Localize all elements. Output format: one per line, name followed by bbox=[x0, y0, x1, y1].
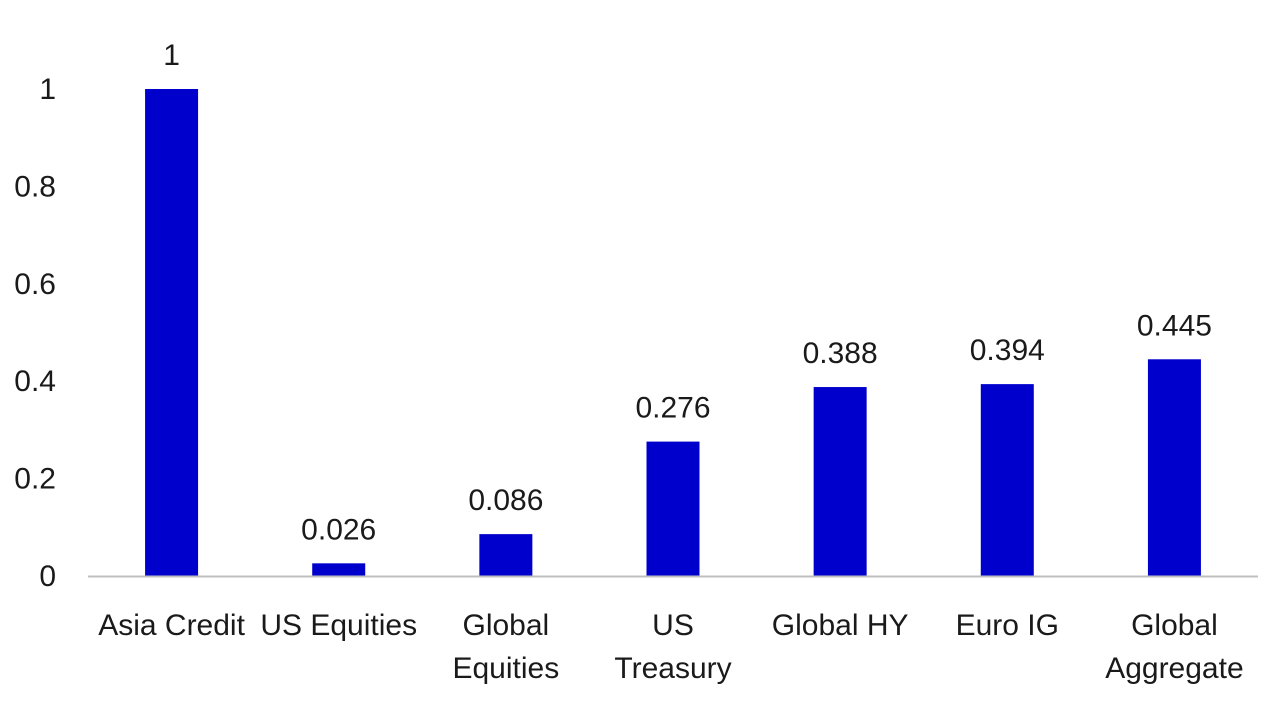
category-label: Global Equities bbox=[452, 609, 559, 685]
data-labels: 1 0.026 0.086 0.276 0.388 0.394 0.445 bbox=[163, 39, 1212, 546]
y-tick-label: 1 bbox=[39, 73, 56, 106]
data-label: 0.026 bbox=[301, 513, 376, 546]
y-axis-ticks: 0 0.2 0.4 0.6 0.8 1 bbox=[14, 73, 56, 593]
bar bbox=[479, 534, 533, 576]
bar bbox=[813, 387, 867, 576]
category-label: Global HY bbox=[772, 609, 909, 642]
category-label: Asia Credit bbox=[98, 609, 245, 642]
y-tick-label: 0.8 bbox=[14, 170, 56, 203]
category-label-line: Global bbox=[1131, 609, 1218, 642]
bar bbox=[1147, 359, 1201, 576]
category-label: Euro IG bbox=[956, 609, 1059, 642]
bar bbox=[646, 441, 700, 576]
y-tick-label: 0.4 bbox=[14, 365, 56, 398]
category-label: Global Aggregate bbox=[1105, 609, 1243, 685]
category-label-line: Treasury bbox=[614, 652, 731, 685]
category-label-line: Equities bbox=[452, 652, 559, 685]
data-label: 0.394 bbox=[970, 334, 1045, 367]
category-label-line: US Equities bbox=[260, 609, 417, 642]
category-label: US Treasury bbox=[614, 609, 731, 685]
category-label-line: Aggregate bbox=[1105, 652, 1243, 685]
category-label-line: US bbox=[652, 609, 694, 642]
y-tick-label: 0.2 bbox=[14, 463, 56, 496]
category-labels: Asia Credit US Equities Global Equities US Tr… bbox=[98, 609, 1243, 685]
y-tick-label: 0.6 bbox=[14, 268, 56, 301]
data-label: 0.276 bbox=[635, 392, 710, 425]
bar bbox=[980, 384, 1034, 576]
data-label: 0.086 bbox=[468, 484, 543, 517]
bar bbox=[312, 563, 366, 576]
data-label: 0.445 bbox=[1137, 309, 1212, 342]
category-label-line: Global HY bbox=[772, 609, 909, 642]
y-tick-label: 0 bbox=[39, 560, 56, 593]
data-label: 0.388 bbox=[803, 337, 878, 370]
data-label: 1 bbox=[163, 39, 180, 72]
bar bbox=[145, 89, 199, 576]
category-label: US Equities bbox=[260, 609, 417, 642]
category-label-line: Asia Credit bbox=[98, 609, 245, 642]
bars bbox=[145, 89, 1201, 576]
category-label-line: Euro IG bbox=[956, 609, 1059, 642]
category-label-line: Global bbox=[462, 609, 549, 642]
